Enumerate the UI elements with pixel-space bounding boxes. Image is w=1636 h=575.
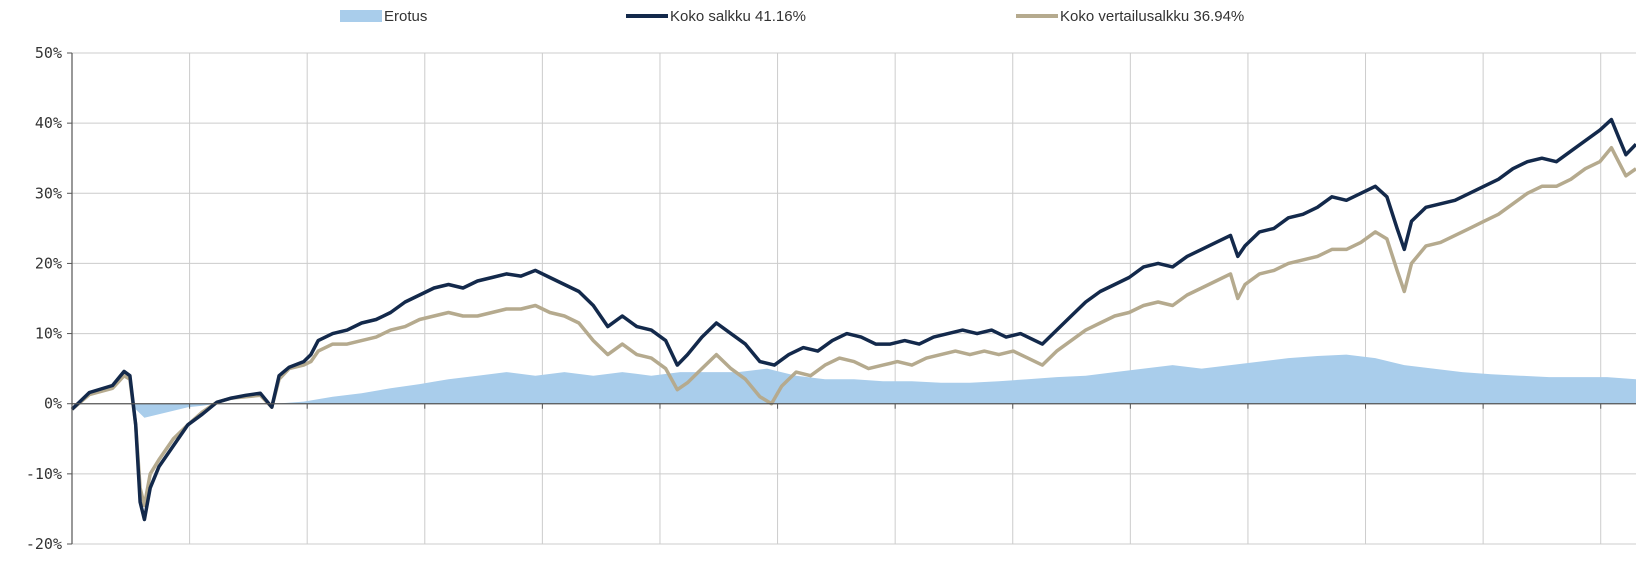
series-area-erotus [72, 354, 1636, 418]
y-tick-label: -20% [26, 535, 62, 553]
legend-label: Koko vertailusalkku 36.94% [1060, 8, 1244, 25]
legend-label: Koko salkku 41.16% [670, 8, 806, 25]
y-tick-label: 40% [35, 114, 62, 132]
grid [72, 52, 1636, 545]
y-tick-label: 50% [35, 44, 62, 62]
y-tick-label: 10% [35, 325, 62, 343]
series-line-benchmark [70, 145, 1636, 508]
legend-label: Erotus [384, 8, 427, 25]
y-tick-label: -10% [26, 465, 62, 483]
y-tick-label: 20% [35, 254, 62, 272]
difference-area-layer [72, 354, 1636, 418]
legend-swatch-erotus [340, 10, 382, 22]
y-axis: 50% 40% 30% 20% 10% 0% -10% -20% [26, 44, 1636, 553]
legend: Erotus Koko salkku 41.16% Koko vertailusal… [340, 8, 1244, 25]
y-tick-label: 30% [35, 184, 62, 202]
series-lines-layer [70, 117, 1636, 522]
y-tick-label: 0% [44, 395, 62, 413]
series-line-portfolio [70, 117, 1636, 522]
